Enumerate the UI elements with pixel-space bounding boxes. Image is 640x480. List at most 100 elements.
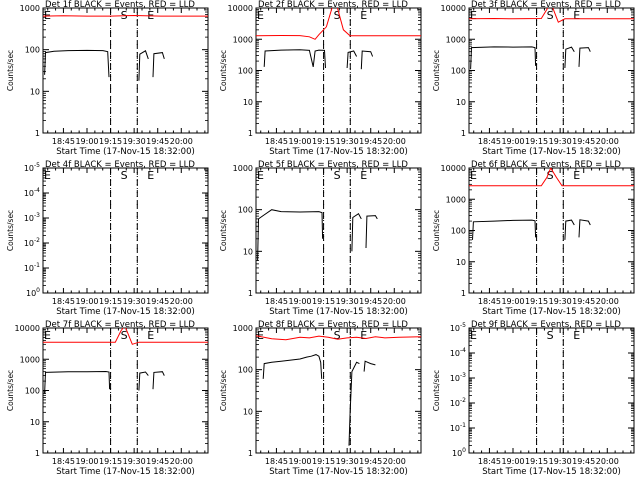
y-tick-label: 100 (451, 227, 466, 236)
x-tick-label: 20:00 (170, 137, 193, 146)
x-axis-label: Start Time (17-Nov-15 18:32:00) (269, 467, 408, 477)
lld-rate-line (469, 8, 634, 23)
marker-label-S: S (547, 9, 554, 22)
event-rate-line (152, 52, 165, 78)
y-tick-label: 1000 (233, 324, 253, 333)
panel-title: Det 3f BLACK = Events, RED = LLD (471, 0, 621, 10)
axes-frame (255, 327, 422, 454)
x-tick-label: 19:45 (146, 137, 169, 146)
event-rate-line (564, 219, 575, 240)
x-tick-label: 19:15 (99, 457, 122, 466)
event-rate-line (44, 49, 110, 78)
y-tick-label: 1 (248, 289, 253, 298)
event-rate-line (564, 46, 575, 69)
x-tick-label: 19:00 (288, 137, 311, 146)
x-axis-label: Start Time (17-Nov-15 18:32:00) (269, 307, 408, 317)
y-axis-label: Counts/sec (432, 50, 441, 91)
x-tick-label: 19:45 (359, 457, 382, 466)
x-tick-label: 19:00 (501, 457, 524, 466)
y-tick-label: 10 (243, 98, 253, 107)
marker-label-E: E (470, 169, 477, 182)
y-tick-label: 1000 (233, 35, 253, 44)
x-tick-label: 19:15 (99, 297, 122, 306)
marker-label-E: E (360, 329, 367, 342)
y-tick-label: 10-4 (24, 187, 40, 198)
axes-frame (468, 167, 635, 294)
marker-label-E: E (573, 329, 580, 342)
marker-label-E: E (147, 169, 154, 182)
y-tick-label: 10000 (441, 4, 466, 13)
y-tick-label: 100 (25, 387, 40, 396)
x-tick-label: 19:45 (572, 457, 595, 466)
y-tick-label: 10-2 (450, 397, 466, 408)
event-rate-line (470, 46, 537, 70)
panel-title: Det 1f BLACK = Events, RED = LLD (45, 0, 195, 10)
event-rate-line (263, 49, 326, 69)
panel-title: Det 2f BLACK = Events, RED = LLD (258, 0, 408, 10)
event-rate-line (138, 50, 149, 81)
x-tick-label: 20:00 (596, 297, 619, 306)
x-tick-label: 19:45 (359, 137, 382, 146)
marker-label-S: S (334, 329, 341, 342)
x-tick-label: 19:45 (572, 137, 595, 146)
y-tick-label: 10-1 (24, 262, 40, 273)
y-tick-label: 10 (456, 258, 466, 267)
x-tick-label: 19:15 (312, 137, 335, 146)
x-axis-label: Start Time (17-Nov-15 18:32:00) (482, 307, 621, 317)
x-tick-label: 19:45 (572, 297, 595, 306)
x-tick-label: 20:00 (170, 457, 193, 466)
x-tick-label: 19:00 (501, 137, 524, 146)
y-tick-label: 1000 (20, 355, 40, 364)
marker-label-E: E (44, 329, 51, 342)
y-tick-label: 10-5 (450, 322, 466, 333)
x-tick-label: 19:15 (312, 457, 335, 466)
y-tick-label: 100 (25, 46, 40, 55)
x-tick-label: 19:00 (288, 457, 311, 466)
event-rate-line (262, 354, 323, 379)
marker-label-S: S (334, 169, 341, 182)
x-tick-label: 18:45 (265, 297, 288, 306)
y-axis-label: Counts/sec (219, 370, 228, 411)
marker-label-E: E (44, 169, 51, 182)
lld-rate-line (43, 328, 208, 345)
y-tick-label: 10-4 (450, 347, 466, 358)
lld-rate-line (256, 8, 421, 40)
y-tick-label: 10 (30, 418, 40, 427)
marker-label-E: E (470, 9, 477, 22)
event-rate-line (578, 47, 591, 67)
x-tick-label: 19:15 (312, 297, 335, 306)
x-tick-label: 18:45 (265, 137, 288, 146)
x-axis-label: Start Time (17-Nov-15 18:32:00) (56, 467, 195, 477)
y-tick-label: 10000 (15, 324, 40, 333)
event-rate-line (578, 219, 591, 238)
y-tick-label: 1000 (233, 164, 253, 173)
x-tick-label: 18:45 (52, 297, 75, 306)
x-tick-label: 19:00 (75, 457, 98, 466)
panel-title: Det 9f BLACK = Events, RED = LLD (471, 320, 621, 330)
panel-title: Det 7f BLACK = Events, RED = LLD (45, 320, 195, 330)
x-tick-label: 20:00 (383, 297, 406, 306)
x-tick-label: 18:45 (478, 297, 501, 306)
y-tick-label: 1 (461, 129, 466, 138)
event-rate-line (348, 361, 360, 446)
marker-label-E: E (257, 329, 264, 342)
x-tick-label: 18:45 (265, 457, 288, 466)
y-axis-label: Counts/sec (6, 210, 15, 251)
event-rate-line (472, 219, 537, 240)
x-tick-label: 19:30 (123, 137, 146, 146)
y-axis-label: Counts/sec (219, 210, 228, 251)
axes-frame (255, 167, 422, 294)
y-tick-label: 10000 (441, 164, 466, 173)
y-axis-label: Counts/sec (432, 370, 441, 411)
event-rate-line (138, 371, 149, 391)
event-rate-line (257, 209, 324, 261)
marker-label-E: E (257, 169, 264, 182)
x-tick-label: 19:15 (525, 137, 548, 146)
x-tick-label: 19:45 (359, 297, 382, 306)
x-tick-label: 19:30 (336, 297, 359, 306)
event-rate-line (360, 50, 374, 70)
x-tick-label: 19:15 (525, 297, 548, 306)
